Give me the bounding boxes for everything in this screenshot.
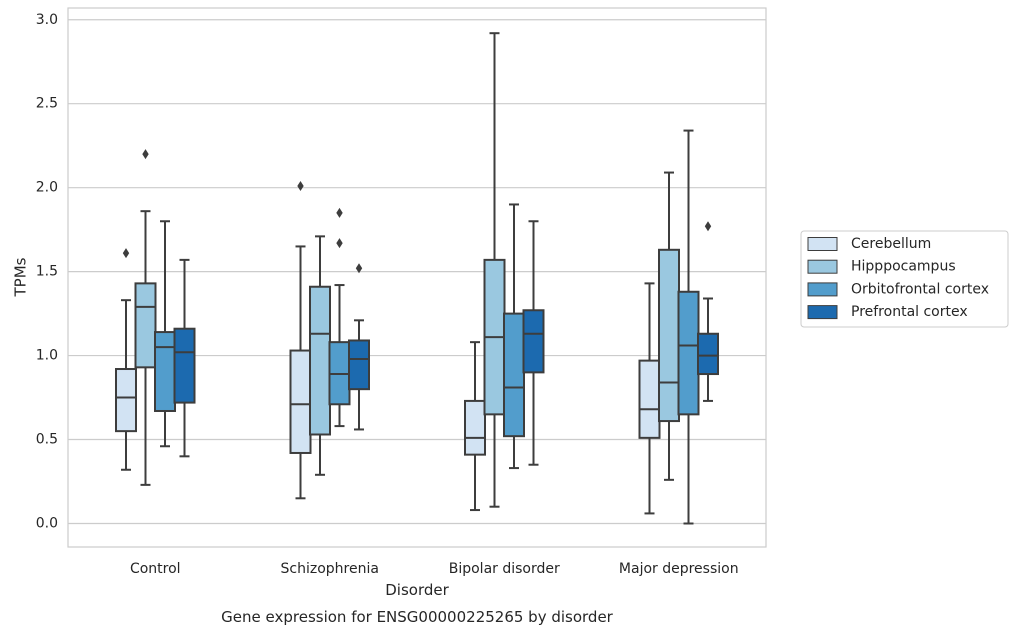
legend-swatch: [807, 237, 838, 251]
box: [638, 359, 661, 439]
y-tick-label: 1.0: [36, 348, 58, 364]
box-group: [697, 221, 719, 402]
outlier-point: [336, 238, 343, 249]
outlier-point: [704, 221, 712, 232]
outlier-point: [122, 248, 130, 259]
box: [503, 312, 525, 438]
box: [289, 349, 312, 454]
x-tick-label: Schizophrenia: [281, 561, 379, 577]
box-group: [464, 341, 486, 512]
legend-swatch: [807, 259, 838, 274]
x-tick-labels: Control Schizophrenia Bipolar disorder Majo…: [130, 561, 739, 577]
box: [522, 309, 545, 374]
y-tick-label: 1.5: [36, 264, 58, 280]
box: [309, 285, 331, 436]
box-group: [154, 220, 176, 448]
legend-frame: [800, 230, 1009, 328]
box: [677, 290, 700, 416]
box: [154, 331, 176, 412]
box-group: [289, 180, 312, 500]
y-tick-label: 3.0: [36, 12, 58, 28]
boxes: [115, 32, 719, 525]
legend-swatch: [807, 305, 838, 320]
box-group: [115, 248, 137, 471]
box-group: [638, 282, 661, 515]
box: [173, 327, 196, 404]
y-axis-label: TPMs: [12, 257, 30, 297]
legend-label: Hipppocampus: [851, 259, 956, 275]
box: [348, 339, 370, 391]
outlier-point: [355, 263, 363, 274]
legend-label: Orbitofrontal cortex: [851, 281, 989, 297]
y-tick-label: 0.0: [36, 515, 58, 531]
box: [697, 332, 719, 376]
legend-label: Cerebellum: [851, 236, 931, 252]
box: [658, 248, 680, 423]
box-group: [173, 258, 196, 458]
x-axis-label: Disorder: [385, 581, 449, 599]
plot-area: [67, 7, 767, 548]
outlier-point: [142, 149, 149, 160]
legend-label: Prefrontal cortex: [851, 304, 968, 320]
y-tick-labels: 0.0 0.5 1.0 1.5 2.0 2.5 3.0: [36, 12, 58, 532]
x-tick-label: Control: [130, 561, 181, 577]
y-tick-label: 0.5: [36, 432, 58, 448]
box-group: [348, 263, 370, 431]
box-group: [522, 220, 545, 466]
box: [134, 282, 157, 369]
legend: Cerebellum Hipppocampus Orbitofrontal cort…: [800, 230, 1009, 328]
x-tick-label: Bipolar disorder: [449, 561, 560, 577]
box-group: [677, 129, 700, 525]
outlier-point: [336, 207, 343, 218]
box-group: [134, 149, 157, 486]
chart-caption: Gene expression for ENSG00000225265 by d…: [221, 608, 614, 626]
y-tick-label: 2.5: [36, 96, 58, 112]
box: [115, 368, 137, 433]
box: [464, 399, 486, 456]
y-tick-label: 2.0: [36, 180, 58, 196]
x-tick-label: Major depression: [619, 561, 739, 577]
outlier-point: [297, 180, 304, 191]
box-group: [658, 171, 680, 481]
legend-swatch: [807, 282, 838, 297]
box-group: [328, 207, 351, 428]
box-group: [503, 203, 525, 470]
